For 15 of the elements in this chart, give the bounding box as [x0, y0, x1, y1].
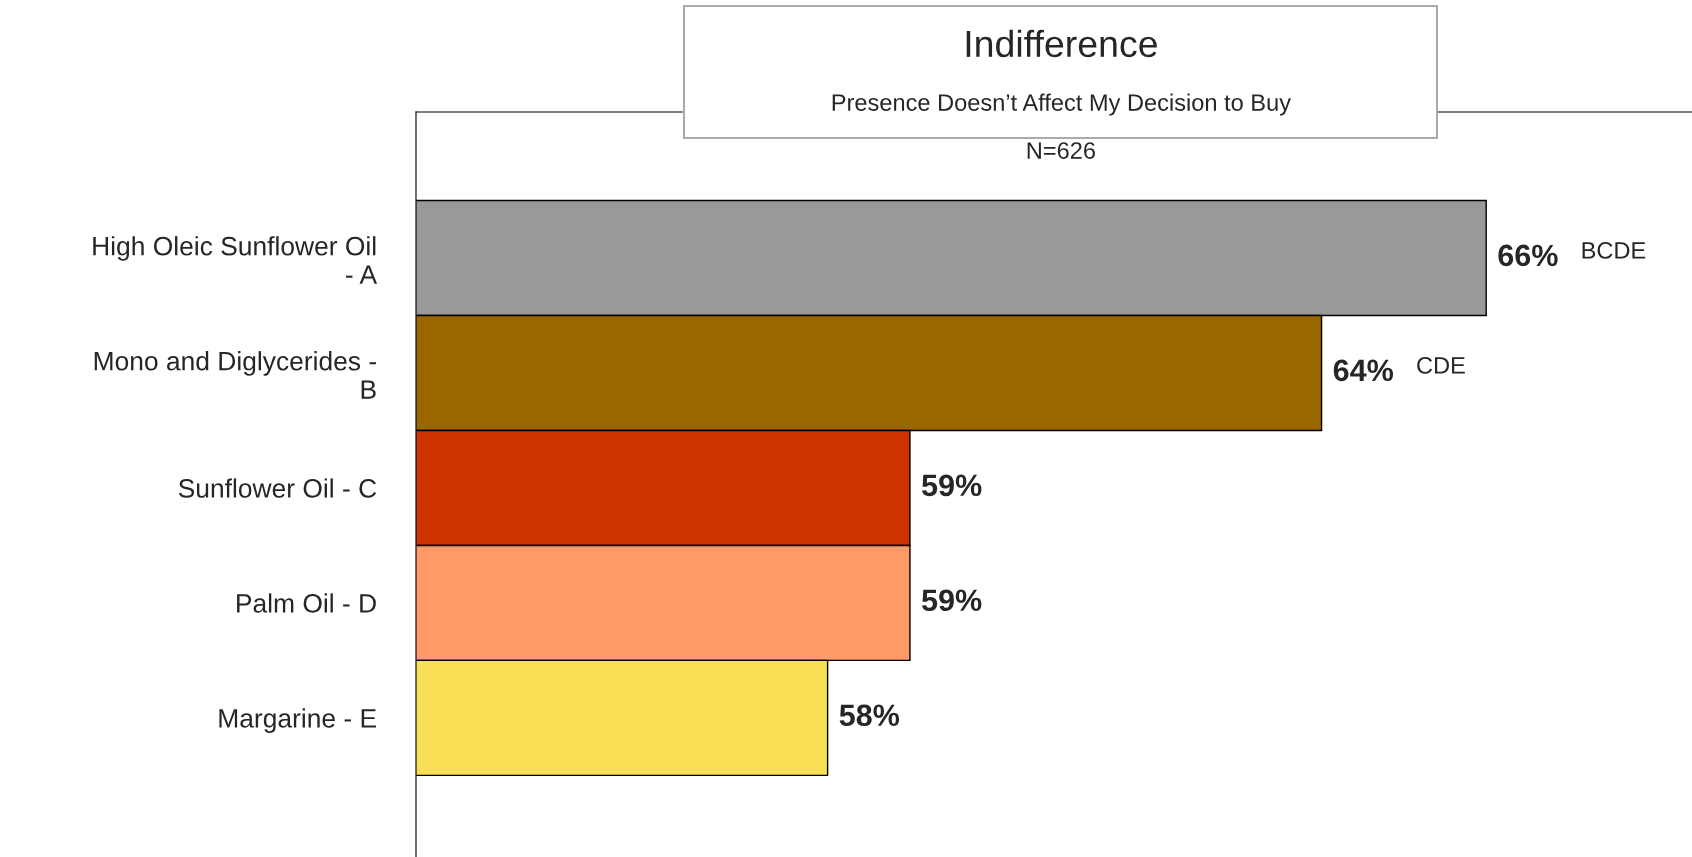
annotation: BCDE [1582, 242, 1646, 259]
y-tick-label: Margarine - E [219, 708, 376, 733]
data-label: 58% [839, 704, 900, 727]
y-tick-label: High Oleic Sunflower Oil - A [93, 236, 378, 284]
data-label: 59% [921, 589, 982, 612]
chart-subtitle: Presence Doesn’t Affect My Decision to Buy [832, 93, 1291, 116]
data-label: 59% [921, 474, 982, 497]
annotation: N=626 [1027, 142, 1095, 159]
y-tick-label: Palm Oil - D [237, 593, 376, 613]
annotation: CDE [1417, 357, 1465, 374]
data-label: 64% [1333, 359, 1394, 382]
chart-title: Indifference [966, 29, 1157, 58]
y-tick-label: Sunflower Oil - C [178, 478, 377, 498]
y-tick-label: Mono and Diglycerides - B [94, 351, 376, 399]
data-label: 66% [1498, 244, 1558, 267]
